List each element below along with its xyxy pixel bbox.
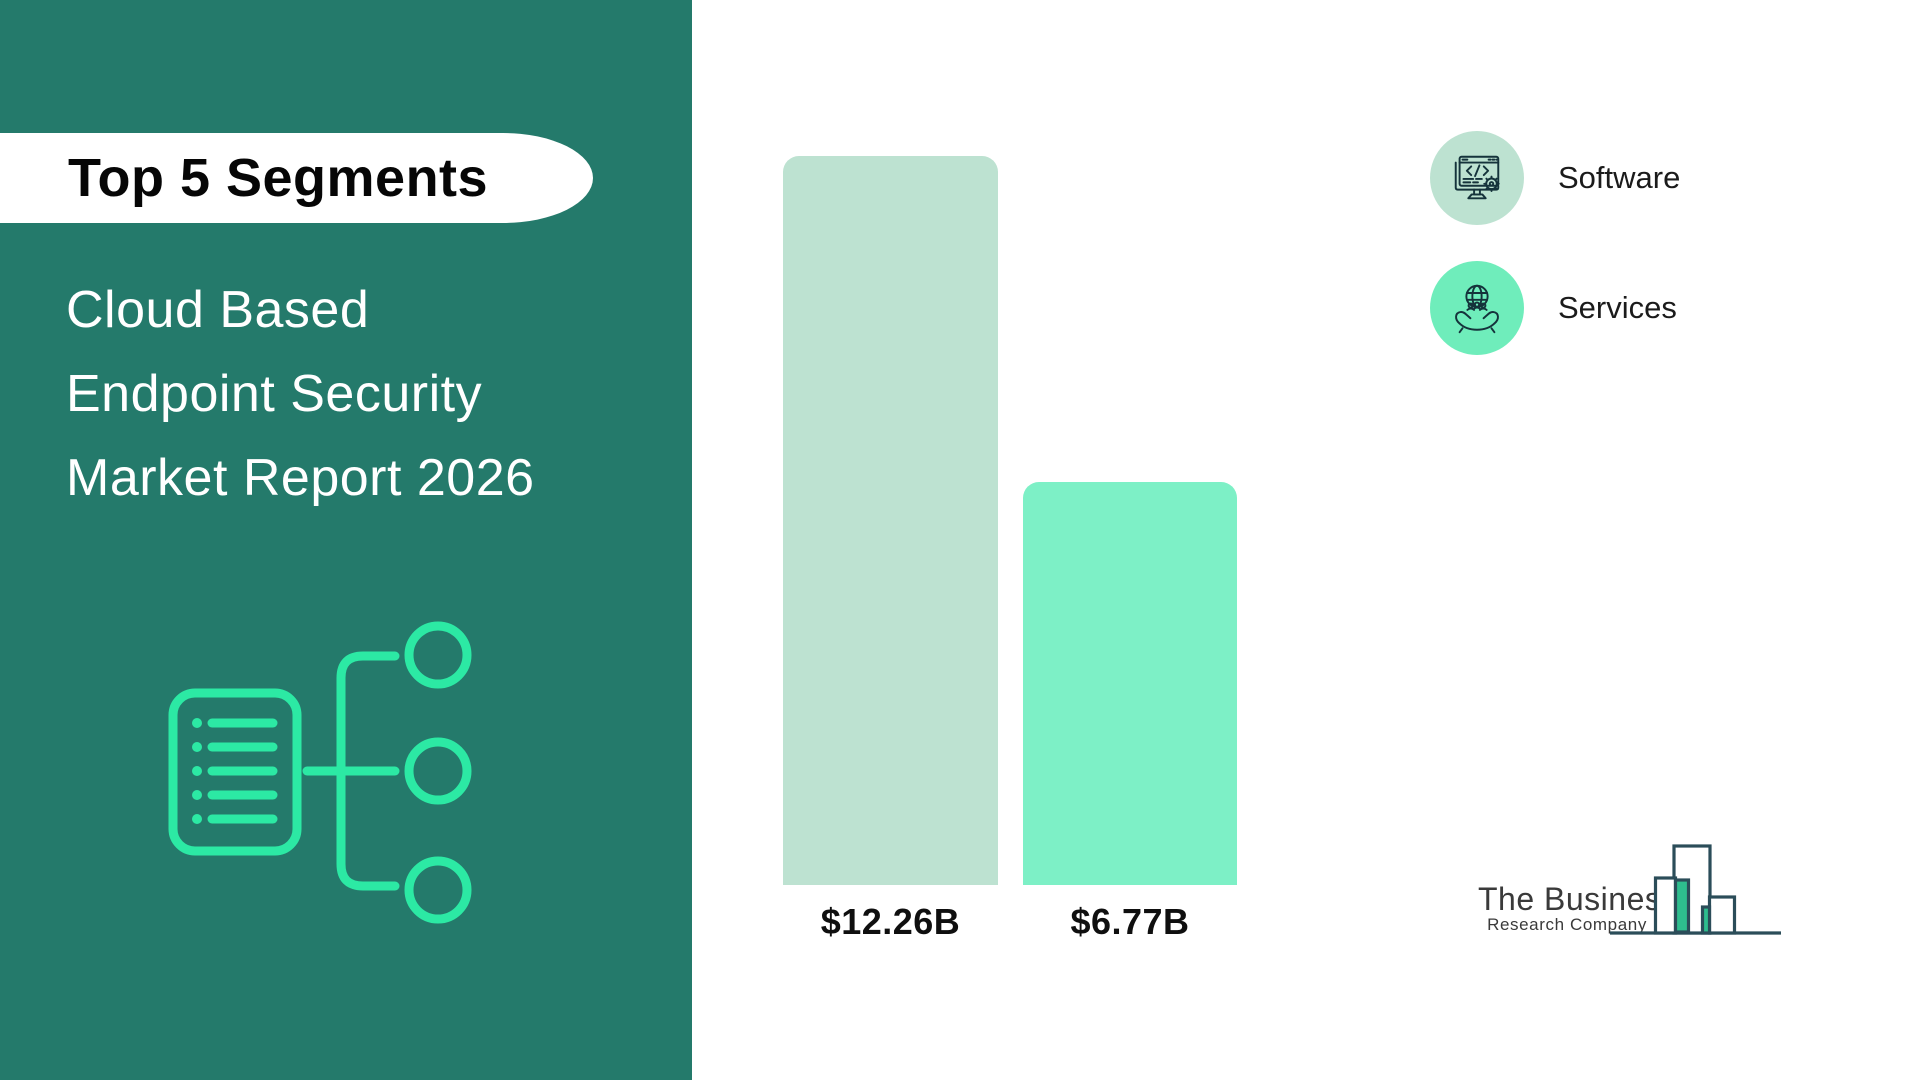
bar-services	[1023, 482, 1237, 885]
bar-group-software: $12.26B	[783, 156, 998, 942]
report-title-line-3: Market Report 2026	[66, 449, 535, 507]
software-monitor-code-icon	[1454, 155, 1500, 200]
company-logo-text: The Business Research Company	[1478, 881, 1678, 934]
legend-item-software: Software	[1430, 131, 1680, 225]
logo-skyline-bars-icon	[1610, 844, 1781, 935]
globe-in-hands-icon	[1455, 284, 1499, 334]
legend: Software	[1430, 131, 1680, 355]
report-title-line-2: Endpoint Security	[66, 365, 483, 423]
legend-item-services: Services	[1430, 261, 1680, 355]
bar-chart: $12.26B $6.77B	[783, 156, 1238, 942]
report-title: Cloud Based Endpoint Security Market Rep…	[66, 268, 535, 520]
bar-group-services: $6.77B	[1023, 156, 1237, 942]
top-segments-badge: Top 5 Segments	[0, 133, 593, 223]
report-title-line-1: Cloud Based	[66, 281, 370, 339]
top-segments-badge-label: Top 5 Segments	[68, 148, 489, 208]
document-hierarchy-icon	[168, 621, 472, 924]
logo-subtitle: Research Company	[1487, 915, 1647, 934]
legend-circle-services	[1430, 261, 1524, 355]
bar-software-value-label: $12.26B	[820, 901, 961, 942]
legend-circle-software	[1430, 131, 1524, 225]
logo-name: The Business	[1478, 881, 1678, 917]
sidebar: Top 5 Segments Cloud Based Endpoint Secu…	[0, 0, 692, 1080]
legend-label-services: Services	[1558, 290, 1677, 325]
legend-label-software: Software	[1558, 160, 1681, 195]
company-logo: The Business Research Company	[1478, 830, 1808, 950]
bar-software	[783, 156, 998, 885]
bar-services-value-label: $6.77B	[1070, 901, 1190, 942]
